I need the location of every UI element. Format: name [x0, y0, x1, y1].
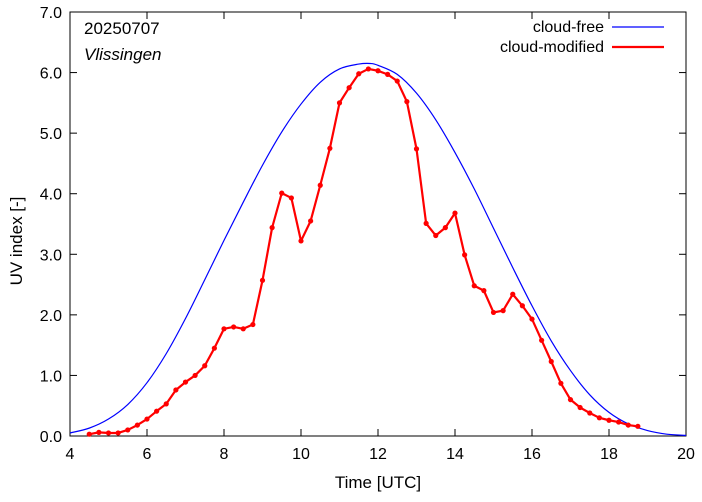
- data-point-cloud-modified: [423, 220, 429, 226]
- data-point-cloud-modified: [327, 145, 333, 151]
- data-point-cloud-modified: [259, 277, 266, 283]
- data-point-cloud-modified: [471, 283, 477, 289]
- x-tick-label: 14: [446, 446, 464, 463]
- data-point-cloud-modified: [182, 379, 189, 385]
- data-point-cloud-modified: [173, 387, 179, 393]
- y-tick-label: 7.0: [40, 5, 62, 22]
- legend: cloud-free cloud-modified: [500, 19, 664, 56]
- x-tick-label: 4: [66, 446, 75, 463]
- data-point-cloud-modified: [433, 232, 439, 239]
- data-point-cloud-modified: [587, 410, 593, 416]
- location-annotation: Vlissingen: [84, 45, 162, 64]
- data-point-cloud-modified: [462, 252, 468, 258]
- data-point-cloud-modified: [279, 190, 285, 196]
- x-tick-label: 8: [220, 446, 229, 463]
- data-point-cloud-modified: [404, 99, 410, 105]
- data-point-cloud-modified: [510, 291, 516, 297]
- y-tick-label: 4.0: [40, 187, 62, 204]
- data-point-cloud-modified: [96, 429, 102, 435]
- x-tick-label: 6: [143, 446, 152, 463]
- series-layer: [69, 62, 687, 437]
- data-point-cloud-modified: [635, 423, 641, 429]
- data-point-cloud-modified: [250, 321, 256, 328]
- y-tick-label: 0.0: [40, 429, 62, 446]
- series-line-cloud-modified: [89, 67, 639, 436]
- data-point-cloud-modified: [134, 422, 140, 428]
- data-point-cloud-modified: [346, 85, 352, 91]
- data-point-cloud-modified: [221, 326, 227, 332]
- data-point-cloud-modified: [548, 358, 554, 365]
- data-point-cloud-modified: [529, 316, 535, 322]
- data-point-cloud-modified: [154, 408, 160, 414]
- x-tick-label: 12: [369, 446, 387, 463]
- data-point-cloud-modified: [288, 195, 294, 201]
- data-point-cloud-modified: [375, 68, 381, 74]
- x-tick-label: 18: [600, 446, 618, 463]
- data-point-cloud-modified: [519, 303, 525, 309]
- x-tick-label: 10: [292, 446, 310, 463]
- legend-label-cloud-modified: cloud-modified: [500, 39, 604, 56]
- data-point-cloud-modified: [240, 326, 246, 332]
- x-tick-label: 20: [677, 446, 695, 463]
- data-point-cloud-modified: [365, 66, 371, 72]
- date-annotation: 20250707: [84, 19, 160, 38]
- data-point-cloud-modified: [308, 218, 314, 224]
- data-point-cloud-modified: [211, 345, 217, 351]
- data-point-cloud-modified: [269, 225, 275, 231]
- data-point-cloud-modified: [558, 380, 564, 386]
- axis-ticks: [70, 12, 686, 436]
- series-line-cloud-free: [69, 62, 687, 436]
- data-point-cloud-modified: [394, 78, 400, 84]
- data-point-cloud-modified: [163, 401, 169, 407]
- data-point-cloud-modified: [539, 337, 545, 343]
- data-point-cloud-modified: [356, 71, 362, 77]
- data-point-cloud-modified: [616, 419, 622, 425]
- y-axis-title: UV index [-]: [7, 197, 26, 286]
- data-point-cloud-modified: [144, 416, 150, 422]
- y-tick-label: 3.0: [40, 247, 62, 264]
- data-point-cloud-modified: [86, 431, 92, 437]
- data-point-cloud-modified: [385, 71, 391, 77]
- data-point-cloud-modified: [202, 363, 208, 369]
- data-point-cloud-modified: [317, 182, 323, 188]
- data-point-cloud-modified: [625, 422, 631, 428]
- x-tick-label: 16: [523, 446, 541, 463]
- data-point-cloud-modified: [115, 430, 121, 436]
- legend-label-cloud-free: cloud-free: [533, 19, 604, 36]
- data-point-cloud-modified: [606, 417, 612, 423]
- data-point-cloud-modified: [490, 309, 497, 316]
- data-point-cloud-modified: [500, 308, 506, 314]
- data-point-cloud-modified: [231, 324, 237, 330]
- data-point-cloud-modified: [336, 100, 343, 106]
- y-tick-label: 2.0: [40, 308, 62, 325]
- data-point-cloud-modified: [442, 225, 448, 231]
- data-point-cloud-modified: [298, 238, 304, 244]
- y-tick-label: 6.0: [40, 66, 62, 83]
- data-point-cloud-modified: [105, 430, 112, 436]
- data-point-cloud-modified: [481, 288, 487, 294]
- data-point-cloud-modified: [596, 415, 602, 421]
- x-axis-title: Time [UTC]: [335, 473, 421, 492]
- data-point-cloud-modified: [567, 397, 574, 403]
- y-tick-label: 1.0: [40, 368, 62, 385]
- data-point-cloud-modified: [413, 146, 420, 152]
- data-point-cloud-modified: [125, 427, 131, 433]
- data-point-cloud-modified: [577, 404, 583, 411]
- tick-labels: 4 6 8 10 12 14 16 18 20 0.0 1.0 2.0 3.0 4.0 5.0 6.0 7.0: [40, 5, 695, 463]
- data-point-cloud-modified: [192, 372, 198, 379]
- y-tick-label: 5.0: [40, 126, 62, 143]
- data-point-cloud-modified: [452, 210, 458, 216]
